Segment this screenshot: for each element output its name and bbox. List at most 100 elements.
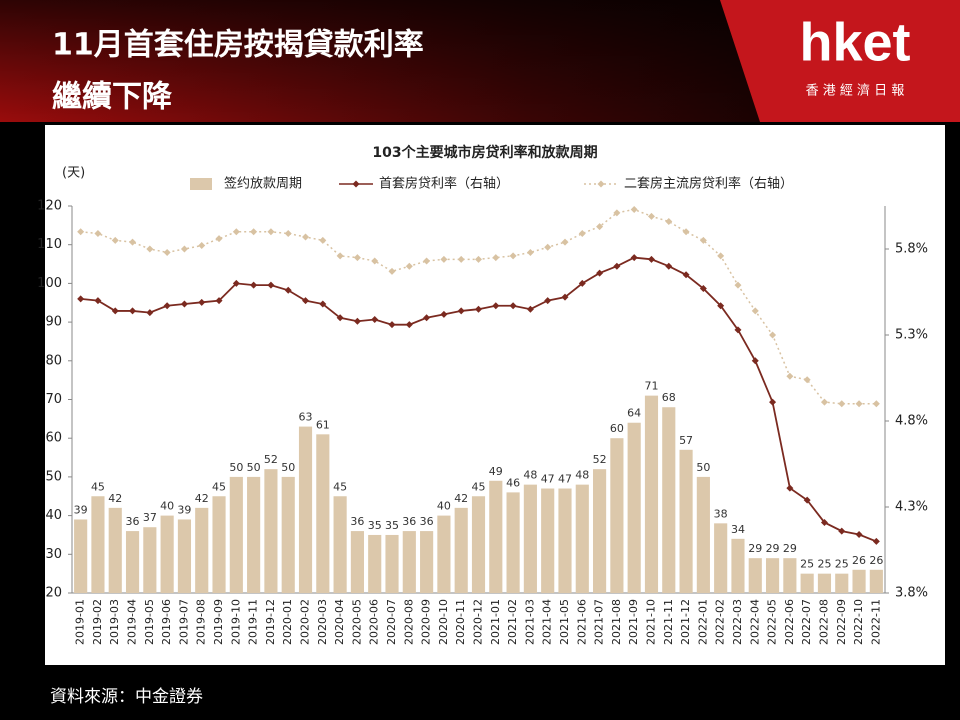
bar [489, 480, 503, 593]
logo: hket [799, 12, 910, 72]
marker [475, 305, 482, 313]
x-tick-label: 2020-05 [350, 599, 363, 645]
marker [769, 398, 777, 406]
marker [457, 255, 465, 263]
bar [195, 507, 209, 593]
x-tick-label: 2022-03 [731, 599, 744, 645]
marker [250, 228, 258, 236]
marker [578, 279, 586, 287]
x-tick-label: 2021-04 [541, 599, 554, 645]
legend-label: 签约放款周期 [224, 176, 302, 192]
value-label: 40 [437, 500, 451, 513]
marker [250, 281, 258, 289]
y-tick-label: 120 [37, 199, 62, 214]
marker [371, 316, 379, 324]
marker [163, 248, 171, 256]
marker [198, 242, 206, 250]
marker [699, 236, 707, 244]
value-label: 49 [489, 465, 503, 478]
marker [596, 269, 604, 277]
value-label: 42 [195, 492, 209, 505]
marker [319, 300, 327, 308]
logo-panel [720, 0, 960, 122]
bar [454, 507, 468, 593]
marker [284, 230, 292, 238]
x-tick-label: 2020-01 [281, 599, 294, 645]
marker [94, 230, 102, 238]
marker [820, 398, 828, 406]
x-tick-label: 2022-07 [800, 599, 813, 645]
bar [558, 488, 572, 593]
marker [371, 257, 379, 265]
marker [561, 238, 569, 246]
marker [457, 307, 465, 315]
marker [198, 298, 206, 306]
value-label: 60 [610, 422, 624, 435]
value-label: 42 [454, 492, 468, 505]
value-label: 39 [74, 503, 88, 516]
value-label: 45 [333, 480, 347, 493]
marker [803, 496, 811, 504]
x-tick-label: 2021-11 [662, 599, 675, 645]
value-label: 52 [264, 453, 278, 466]
marker [717, 302, 725, 310]
marker [475, 255, 482, 263]
x-tick-label: 2020-06 [368, 599, 381, 645]
marker [561, 293, 569, 301]
bar [108, 507, 122, 593]
bar [333, 496, 347, 593]
marker [336, 314, 344, 322]
marker [388, 321, 396, 329]
x-tick-label: 2021-01 [489, 599, 502, 645]
value-label: 25 [835, 558, 849, 571]
x-tick-label: 2022-08 [817, 599, 830, 645]
marker [267, 281, 275, 289]
y-tick-label: 90 [45, 315, 62, 330]
marker [717, 252, 725, 260]
value-label: 63 [299, 411, 313, 424]
bar [696, 476, 710, 593]
logo-subtitle: 香 港 經 濟 日 報 [806, 83, 905, 99]
x-tick-label: 2019-03 [108, 599, 121, 645]
x-tick-label: 2021-03 [523, 599, 536, 645]
value-label: 26 [852, 554, 866, 567]
marker [180, 245, 188, 253]
y-tick-label: 40 [45, 508, 62, 523]
value-label: 46 [506, 476, 520, 489]
marker [423, 314, 431, 322]
marker [163, 302, 171, 310]
value-label: 48 [575, 469, 589, 482]
value-label: 50 [281, 461, 295, 474]
x-tick-label: 2020-11 [454, 599, 467, 645]
marker [613, 209, 621, 217]
y-axis-label: (天) [62, 166, 85, 181]
x-tick-label: 2019-07 [177, 599, 190, 645]
bar [91, 496, 105, 593]
x-tick-label: 2019-08 [195, 599, 208, 645]
bar [350, 531, 364, 593]
x-tick-label: 2019-06 [160, 599, 173, 645]
marker [215, 297, 223, 305]
marker [526, 248, 534, 256]
marker [180, 300, 188, 308]
value-label: 40 [160, 500, 174, 513]
plot: 20 30 40 50 60 70 80 90 100 110 120 3.8% 4.3% 4.8% 5.3… [37, 176, 928, 645]
marker [509, 302, 517, 310]
value-label: 48 [523, 469, 537, 482]
header-title: 11月首套住房按揭貸款利率 [52, 28, 424, 63]
marker [665, 262, 673, 270]
x-tick-label: 2021-08 [610, 599, 623, 645]
bar [748, 558, 762, 593]
bar [835, 573, 849, 593]
marker [647, 212, 655, 220]
value-label: 36 [420, 515, 434, 528]
marker [751, 357, 759, 365]
value-label: 36 [350, 515, 364, 528]
value-label: 61 [316, 418, 330, 431]
x-tick-label: 2019-12 [264, 599, 277, 645]
bar [385, 534, 399, 593]
legend-swatch [190, 178, 212, 190]
value-label: 36 [402, 515, 416, 528]
bar [160, 515, 174, 593]
